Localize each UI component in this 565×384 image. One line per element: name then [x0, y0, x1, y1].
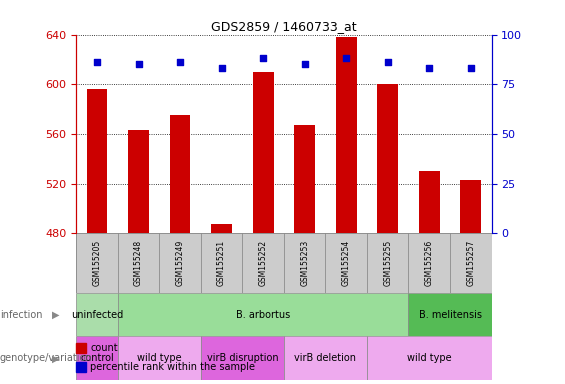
Bar	[118, 336, 201, 380]
Text: count: count	[90, 343, 118, 353]
Bar	[76, 336, 118, 380]
Bar	[377, 84, 398, 233]
Point	[176, 59, 185, 65]
Point	[383, 59, 392, 65]
Bar	[159, 233, 201, 293]
Text: wild type: wild type	[407, 353, 451, 363]
Bar	[336, 37, 357, 233]
Text: percentile rank within the sample: percentile rank within the sample	[90, 362, 255, 372]
Point	[300, 61, 309, 68]
Text: infection: infection	[0, 310, 42, 319]
Text: B. arbortus: B. arbortus	[236, 310, 290, 319]
Bar	[86, 89, 107, 233]
Bar	[460, 180, 481, 233]
Text: B. melitensis: B. melitensis	[419, 310, 481, 319]
Point	[134, 61, 143, 68]
Bar	[211, 225, 232, 233]
Text: GSM155248: GSM155248	[134, 240, 143, 286]
Text: virB disruption: virB disruption	[207, 353, 278, 363]
Text: GSM155252: GSM155252	[259, 240, 268, 286]
Bar	[170, 115, 190, 233]
Bar	[284, 336, 367, 380]
Point	[259, 55, 268, 61]
Point	[466, 65, 475, 71]
Point	[425, 65, 434, 71]
Bar	[419, 171, 440, 233]
Bar	[367, 233, 408, 293]
Bar	[284, 233, 325, 293]
Text: GSM155256: GSM155256	[425, 240, 434, 286]
Text: genotype/variation: genotype/variation	[0, 353, 93, 363]
Bar	[128, 130, 149, 233]
Text: wild type: wild type	[137, 353, 181, 363]
Bar	[76, 293, 118, 336]
Point	[217, 65, 226, 71]
Text: GSM155249: GSM155249	[176, 240, 185, 286]
Text: virB deletion: virB deletion	[294, 353, 357, 363]
Title: GDS2859 / 1460733_at: GDS2859 / 1460733_at	[211, 20, 357, 33]
Bar	[201, 336, 284, 380]
Bar	[118, 233, 159, 293]
Bar	[325, 233, 367, 293]
Text: GSM155255: GSM155255	[383, 240, 392, 286]
Bar	[201, 233, 242, 293]
Bar	[367, 336, 492, 380]
Text: GSM155205: GSM155205	[93, 240, 102, 286]
Point	[93, 59, 102, 65]
Bar	[76, 233, 118, 293]
Bar	[118, 293, 408, 336]
Bar	[450, 233, 492, 293]
Text: GSM155251: GSM155251	[217, 240, 226, 286]
Text: uninfected: uninfected	[71, 310, 123, 319]
Text: ▶: ▶	[52, 310, 59, 319]
Text: GSM155253: GSM155253	[300, 240, 309, 286]
Bar	[408, 293, 492, 336]
Text: ▶: ▶	[52, 353, 59, 363]
Text: GSM155254: GSM155254	[342, 240, 351, 286]
Bar	[253, 72, 273, 233]
Bar	[294, 125, 315, 233]
Bar	[242, 233, 284, 293]
Bar	[408, 233, 450, 293]
Point	[342, 55, 351, 61]
Text: GSM155257: GSM155257	[466, 240, 475, 286]
Text: control: control	[80, 353, 114, 363]
